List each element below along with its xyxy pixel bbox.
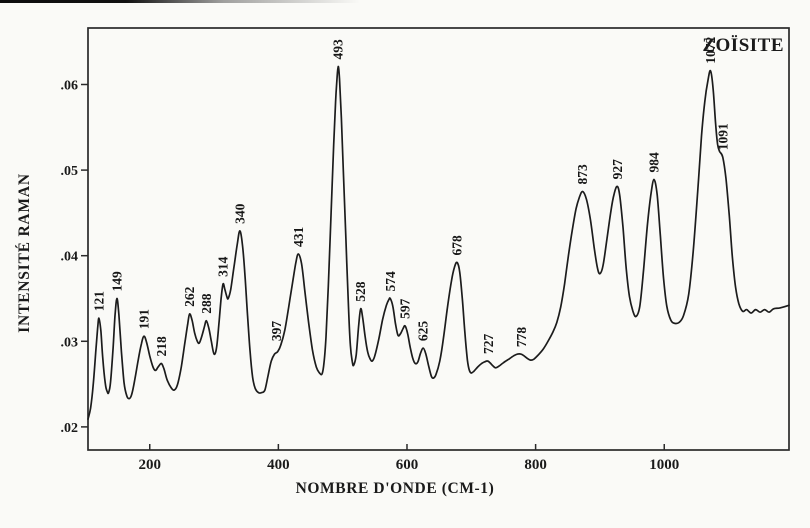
peak-label-431: 431 [291, 227, 306, 248]
peak-label-778: 778 [514, 327, 529, 348]
x-tick-label: 1000 [649, 457, 679, 473]
peak-label-314: 314 [216, 256, 231, 277]
chart-title: ZOÏSITE [702, 35, 784, 56]
peak-label-927: 927 [610, 159, 625, 180]
peak-label-873: 873 [575, 164, 590, 185]
scan-artifact [0, 0, 360, 3]
x-axis-title: NOMBRE D'ONDE (CM-1) [295, 480, 495, 497]
peak-label-340: 340 [232, 203, 247, 224]
x-tick-label: 200 [138, 457, 161, 473]
peak-label-121: 121 [91, 291, 106, 312]
peak-label-288: 288 [199, 293, 214, 314]
peak-label-625: 625 [416, 321, 431, 342]
peak-label-262: 262 [182, 286, 197, 307]
plot-border [87, 27, 790, 451]
peak-label-597: 597 [398, 298, 413, 319]
peak-label-528: 528 [353, 281, 368, 302]
peak-label-574: 574 [383, 271, 398, 292]
x-tick-label: 800 [524, 457, 547, 473]
y-tick-label: .02 [61, 421, 79, 436]
y-tick-label: .06 [61, 78, 79, 93]
y-axis-title: INTENSITÉ RAMAN [16, 173, 33, 333]
peak-label-727: 727 [481, 334, 496, 355]
peak-label-218: 218 [154, 336, 169, 357]
x-tick-label: 400 [267, 457, 290, 473]
peak-label-1072: 1072 [703, 37, 718, 64]
peak-label-191: 191 [137, 309, 152, 330]
y-tick-label: .05 [61, 164, 79, 179]
spectrum-curve [87, 65, 790, 421]
peak-label-678: 678 [450, 235, 465, 256]
x-tick-label: 600 [396, 457, 419, 473]
peak-label-149: 149 [109, 271, 124, 292]
y-tick-label: .04 [61, 250, 79, 265]
y-tick-label: .03 [61, 335, 79, 350]
peak-label-493: 493 [331, 39, 346, 60]
peak-label-397: 397 [269, 321, 284, 342]
peak-label-1091: 1091 [715, 123, 730, 150]
peak-label-984: 984 [646, 152, 661, 173]
